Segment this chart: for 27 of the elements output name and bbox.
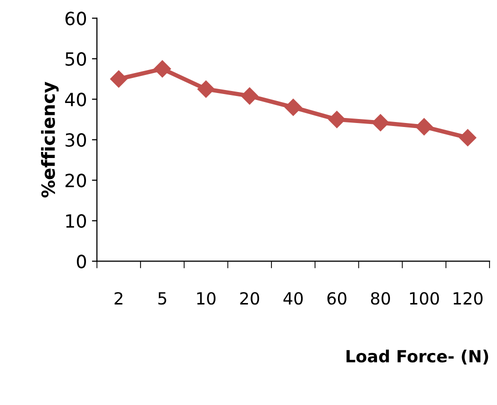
point bbox=[154, 60, 171, 78]
point bbox=[197, 80, 215, 98]
x-tick-label: 60 bbox=[327, 292, 346, 305]
point bbox=[372, 114, 390, 132]
y-tick-label: 60 bbox=[65, 12, 86, 26]
y-tick-label: 10 bbox=[66, 214, 86, 228]
y-tick-label: 40 bbox=[65, 92, 86, 106]
x-tick-label: 100 bbox=[410, 292, 439, 305]
y-tick-label: 50 bbox=[66, 52, 86, 66]
point bbox=[284, 98, 302, 116]
y-tick-label: 20 bbox=[66, 174, 86, 188]
x-axis-title: Load Force- (N) bbox=[346, 350, 488, 364]
x-tick-label: 40 bbox=[283, 292, 303, 305]
point bbox=[459, 129, 476, 146]
point bbox=[328, 110, 346, 128]
y-tick-label: 30 bbox=[66, 133, 86, 147]
point bbox=[241, 87, 258, 105]
x-tick-label: 120 bbox=[454, 292, 483, 305]
x-tick-label: 2 bbox=[114, 292, 122, 304]
point bbox=[416, 118, 433, 136]
point bbox=[110, 70, 128, 88]
x-tick-label: 80 bbox=[371, 292, 390, 305]
x-tick-label: 10 bbox=[197, 292, 216, 305]
x-tick-label: 5 bbox=[158, 292, 166, 305]
y-tick-label: 0 bbox=[76, 254, 86, 268]
y-axis-title: %efficiency bbox=[41, 82, 59, 198]
x-tick-label: 20 bbox=[240, 292, 260, 305]
